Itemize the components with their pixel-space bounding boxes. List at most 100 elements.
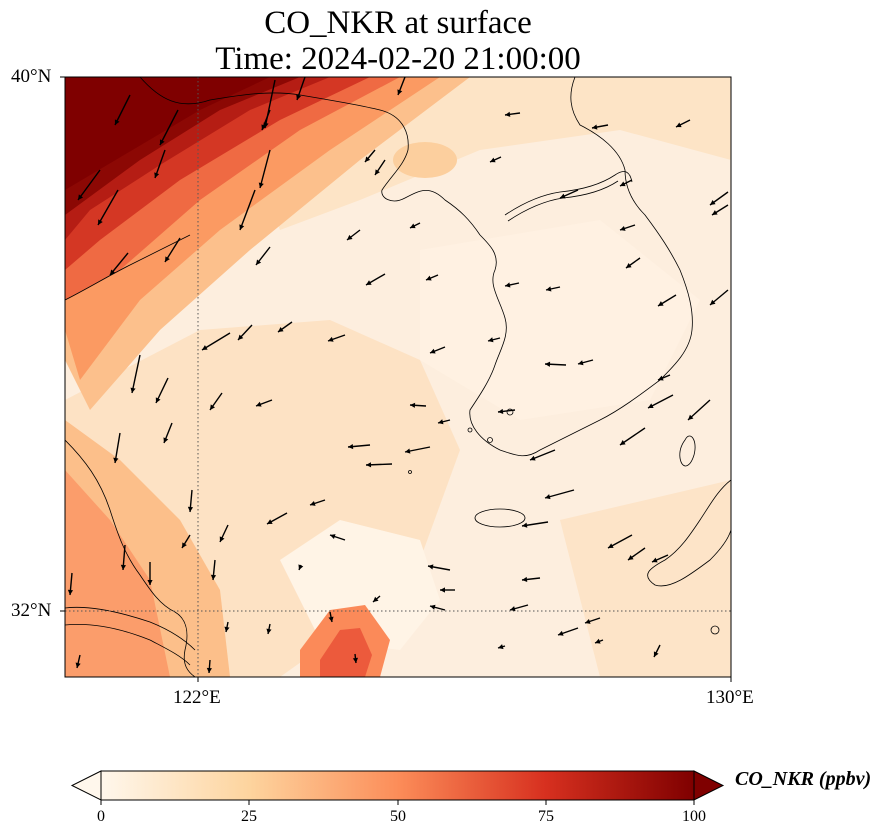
wind-arrow-head bbox=[258, 182, 264, 188]
wind-arrow-head bbox=[147, 580, 153, 585]
colorbar-gradient bbox=[101, 771, 694, 800]
lon-label-122e: 122°E bbox=[173, 687, 221, 708]
lon-label-130e: 130°E bbox=[706, 687, 754, 708]
wind-arrow-head bbox=[438, 419, 444, 425]
wind-arrow-head bbox=[626, 262, 632, 268]
wind-arrow-head bbox=[159, 139, 165, 145]
wind-arrow-head bbox=[130, 387, 136, 393]
wind-arrow-head bbox=[352, 657, 359, 663]
wind-arrow-head bbox=[347, 234, 353, 240]
wind-arrow-head bbox=[560, 193, 566, 199]
wind-arrow-head bbox=[620, 440, 626, 445]
wind-arrow-head bbox=[608, 543, 614, 548]
colorbar-tick-50: 50 bbox=[390, 808, 406, 825]
wind-arrow-head bbox=[620, 181, 626, 187]
wind-arrow-head bbox=[676, 122, 682, 128]
wind-arrow-shaft bbox=[259, 149, 271, 189]
wind-arrow-head bbox=[210, 404, 216, 410]
wind-arrow-head bbox=[558, 630, 564, 636]
wind-arrow-head bbox=[256, 259, 262, 265]
wind-arrow-head bbox=[154, 172, 160, 178]
title-line-1: CO_NKR at surface bbox=[264, 5, 532, 41]
wind-arrow-head bbox=[578, 360, 584, 366]
wind-arrow-head bbox=[165, 256, 170, 262]
wind-arrow-head bbox=[426, 275, 432, 281]
wind-arrow-head bbox=[365, 156, 371, 162]
wind-arrow-head bbox=[658, 301, 664, 306]
axis-ticks bbox=[60, 76, 732, 682]
colorbar-tick-0: 0 bbox=[97, 808, 105, 825]
wind-arrow-head bbox=[620, 225, 626, 231]
wind-arrow-head bbox=[498, 644, 504, 650]
wind-arrow-head bbox=[155, 397, 161, 403]
wind-arrow-shaft bbox=[201, 332, 231, 351]
wind-arrow-shaft bbox=[619, 427, 646, 446]
wind-arrow-head bbox=[653, 651, 659, 657]
wind-arrow-head bbox=[440, 587, 445, 593]
wind-arrow-head bbox=[428, 564, 434, 570]
wind-arrow-head bbox=[405, 448, 411, 454]
wind-arrow-head bbox=[310, 500, 316, 506]
colorbar-extend-low bbox=[70, 770, 102, 801]
wind-arrow-head bbox=[595, 638, 601, 644]
wind-arrow-head bbox=[238, 334, 244, 340]
wind-arrow-head bbox=[298, 564, 304, 570]
wind-arrow-head bbox=[505, 282, 511, 288]
wind-arrow-shaft bbox=[239, 189, 256, 231]
wind-arrow-head bbox=[710, 299, 716, 305]
wind-arrow-head bbox=[219, 536, 225, 542]
wind-arrow-head bbox=[366, 462, 372, 468]
wind-arrow-head bbox=[202, 345, 208, 350]
wind-arrow-head bbox=[592, 124, 598, 130]
wind-arrow-head bbox=[206, 667, 212, 673]
wind-arrow-head bbox=[110, 269, 116, 275]
wind-arrow-head bbox=[224, 626, 230, 632]
wind-arrow-head bbox=[267, 519, 273, 524]
wind-arrow-head bbox=[67, 589, 74, 595]
colorbar-tick-25: 25 bbox=[241, 808, 257, 825]
lat-label-32n: 32°N bbox=[11, 600, 52, 621]
wind-arrow-head bbox=[585, 618, 591, 624]
gridlines bbox=[65, 77, 731, 677]
wind-arrow-shaft bbox=[97, 189, 119, 226]
wind-arrow-head bbox=[648, 403, 654, 408]
title-line-2: Time: 2024-02-20 21:00:00 bbox=[215, 41, 581, 77]
wind-arrow-head bbox=[397, 89, 403, 95]
wind-vectors bbox=[67, 77, 729, 674]
wind-arrow-head bbox=[530, 455, 536, 461]
wind-arrow-shaft bbox=[114, 432, 121, 464]
wind-arrow-head bbox=[163, 437, 169, 443]
wind-arrow-head bbox=[410, 402, 416, 408]
wind-arrow-head bbox=[488, 337, 494, 343]
wind-arrow-head bbox=[688, 414, 694, 420]
wind-arrow-head bbox=[256, 401, 262, 407]
wind-arrow-head bbox=[113, 457, 119, 463]
wind-arrow-head bbox=[410, 223, 416, 229]
wind-arrow-head bbox=[328, 616, 334, 622]
wind-arrow-shaft bbox=[114, 94, 131, 126]
wind-arrow-head bbox=[210, 574, 217, 580]
wind-arrow-head bbox=[505, 111, 511, 117]
wind-arrow-head bbox=[710, 199, 716, 205]
wind-arrow-head bbox=[373, 596, 379, 602]
wind-arrow-head bbox=[375, 169, 380, 175]
wind-arrow-shaft bbox=[159, 109, 179, 146]
wind-arrow-head bbox=[261, 124, 267, 130]
wind-arrow-head bbox=[712, 210, 718, 215]
wind-arrow-head bbox=[296, 94, 302, 100]
map-frame bbox=[64, 76, 732, 678]
wind-arrow-head bbox=[120, 564, 126, 570]
wind-arrow-head bbox=[490, 157, 496, 163]
wind-arrow-head bbox=[545, 361, 551, 367]
wind-arrow-head bbox=[348, 443, 354, 450]
wind-arrow-head bbox=[78, 194, 84, 200]
wind-arrow-head bbox=[652, 557, 658, 563]
wind-arrow-head bbox=[658, 375, 664, 381]
wind-arrow-head bbox=[366, 280, 372, 285]
wind-arrow-head bbox=[546, 286, 552, 292]
colorbar-label: CO_NKR (ppbv) bbox=[735, 768, 872, 790]
wind-arrow-head bbox=[522, 576, 528, 583]
wind-arrow-head bbox=[98, 219, 103, 225]
wind-arrow-head bbox=[187, 506, 194, 512]
